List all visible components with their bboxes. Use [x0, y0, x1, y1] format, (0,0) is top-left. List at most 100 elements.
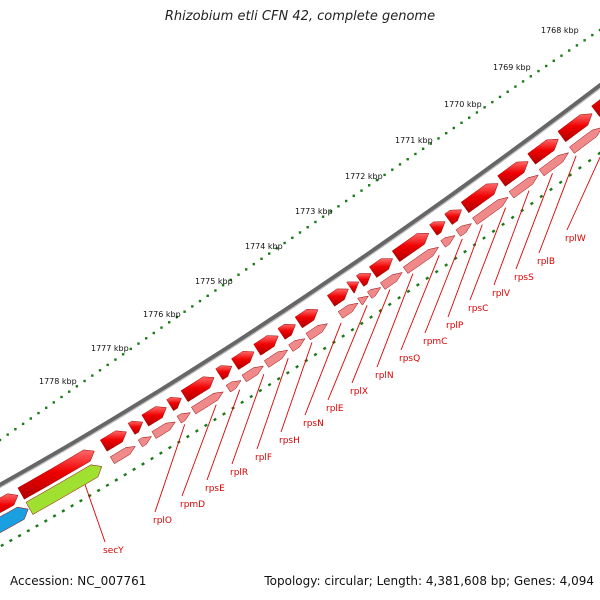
leader-line: [304, 322, 342, 416]
scale-dot: [83, 379, 86, 383]
gene-label[interactable]: rpsC: [468, 304, 488, 314]
inner-tick: [539, 194, 544, 199]
inner-tick: [203, 423, 208, 428]
gene-label[interactable]: rplB: [537, 257, 555, 267]
scale-dot: [298, 231, 302, 234]
scale-dot: [591, 33, 594, 37]
gene-label[interactable]: rplX: [350, 387, 368, 397]
scale-dot: [545, 64, 548, 68]
scale-dot: [29, 417, 32, 420]
gene-arrow: [444, 209, 462, 225]
gene-arrow: [356, 273, 372, 287]
inner-tick: [285, 370, 290, 375]
gene-arrow-secondary: [137, 436, 153, 448]
gene-arrow-secondary: [191, 391, 224, 415]
gene-arrow: [141, 406, 167, 427]
inner-tick: [52, 514, 57, 518]
scale-label: 1775 kbp: [195, 277, 233, 286]
scale-dot: [468, 116, 471, 119]
scale-dot: [160, 326, 163, 329]
scale-dot: [521, 80, 525, 83]
gene-label[interactable]: rpsQ: [399, 354, 420, 364]
gene-arrow-secondary: [455, 223, 473, 237]
gene-arrow: [166, 397, 182, 412]
scale-label: 1773 kbp: [295, 207, 333, 216]
leader-line: [154, 424, 186, 513]
genome-backbone: [0, 82, 600, 489]
inner-tick: [240, 400, 245, 405]
gene-label[interactable]: rpsE: [205, 484, 225, 494]
gene-arrow-secondary: [380, 272, 403, 290]
scale-dot: [514, 85, 517, 88]
scale-dot: [460, 121, 463, 124]
scale-dot: [406, 158, 409, 161]
leader-line: [376, 273, 414, 368]
inner-tick: [482, 236, 486, 240]
gene-label[interactable]: secY: [103, 546, 124, 556]
gene-arrow-secondary: [367, 287, 382, 299]
gene-arrow: [180, 376, 215, 403]
accession-text: Accession: NC_007761: [10, 574, 147, 588]
scale-dot: [568, 49, 571, 52]
gene-arrow: [346, 281, 360, 294]
inner-tick: [444, 263, 449, 267]
inner-tick: [276, 376, 281, 381]
inner-tick: [491, 229, 496, 234]
scale-label: 1774 kbp: [245, 242, 283, 251]
scale-dot: [6, 433, 9, 436]
scale-dot: [37, 411, 40, 415]
leader-line: [566, 156, 600, 231]
leader-line: [424, 238, 463, 334]
inner-tick: [322, 346, 327, 351]
gene-label[interactable]: rplO: [153, 516, 172, 526]
scale-dot: [191, 305, 194, 308]
inner-tick: [350, 327, 355, 332]
inner-tick: [141, 462, 145, 466]
scale-dot: [383, 173, 386, 177]
leader-line: [400, 255, 440, 351]
scale-dot: [68, 390, 71, 393]
scale-dot: [175, 315, 179, 319]
inner-tick: [597, 151, 600, 156]
gene-label[interactable]: rpsH: [279, 436, 300, 446]
scale-dot: [345, 199, 348, 203]
inner-tick: [96, 488, 101, 493]
gene-label[interactable]: rpmD: [180, 500, 205, 510]
scale-dot: [552, 59, 555, 62]
inner-tick: [406, 289, 411, 294]
scale-label: 1771 kbp: [395, 136, 433, 145]
gene-label[interactable]: rplW: [565, 234, 586, 244]
scale-dot: [268, 252, 271, 255]
scale-dot: [391, 168, 394, 171]
scale-dot: [352, 194, 355, 197]
scale-dot: [498, 95, 502, 99]
inner-tick: [558, 180, 563, 185]
scale-dot: [491, 100, 494, 104]
gene-label[interactable]: rplV: [492, 289, 511, 299]
inner-tick: [17, 533, 22, 538]
scale-label: 1772 kbp: [345, 172, 383, 181]
gene-label[interactable]: rpsN: [303, 419, 324, 429]
scale-dot: [414, 152, 417, 156]
scale-dot: [314, 220, 317, 224]
scale-label: 1778 kbp: [39, 377, 77, 386]
gene-label[interactable]: rpmC: [423, 337, 447, 347]
gene-label[interactable]: rplR: [230, 468, 248, 478]
gene-label[interactable]: rplF: [255, 453, 272, 463]
scale-dot: [237, 273, 240, 276]
scale-dot: [75, 385, 79, 388]
gene-label[interactable]: rplP: [446, 321, 464, 331]
gene-label[interactable]: rplN: [375, 371, 394, 381]
inner-tick: [213, 417, 217, 422]
inner-tick: [341, 334, 346, 338]
gene-label[interactable]: rplE: [326, 404, 344, 414]
gene-label[interactable]: rpsS: [514, 273, 534, 283]
inner-tick: [222, 412, 226, 416]
inner-tick: [587, 158, 592, 163]
scale-dot: [437, 137, 440, 140]
inner-tick: [158, 451, 163, 455]
inner-tick: [529, 201, 534, 206]
leader-line: [493, 190, 530, 286]
gene-arrow: [429, 221, 446, 236]
